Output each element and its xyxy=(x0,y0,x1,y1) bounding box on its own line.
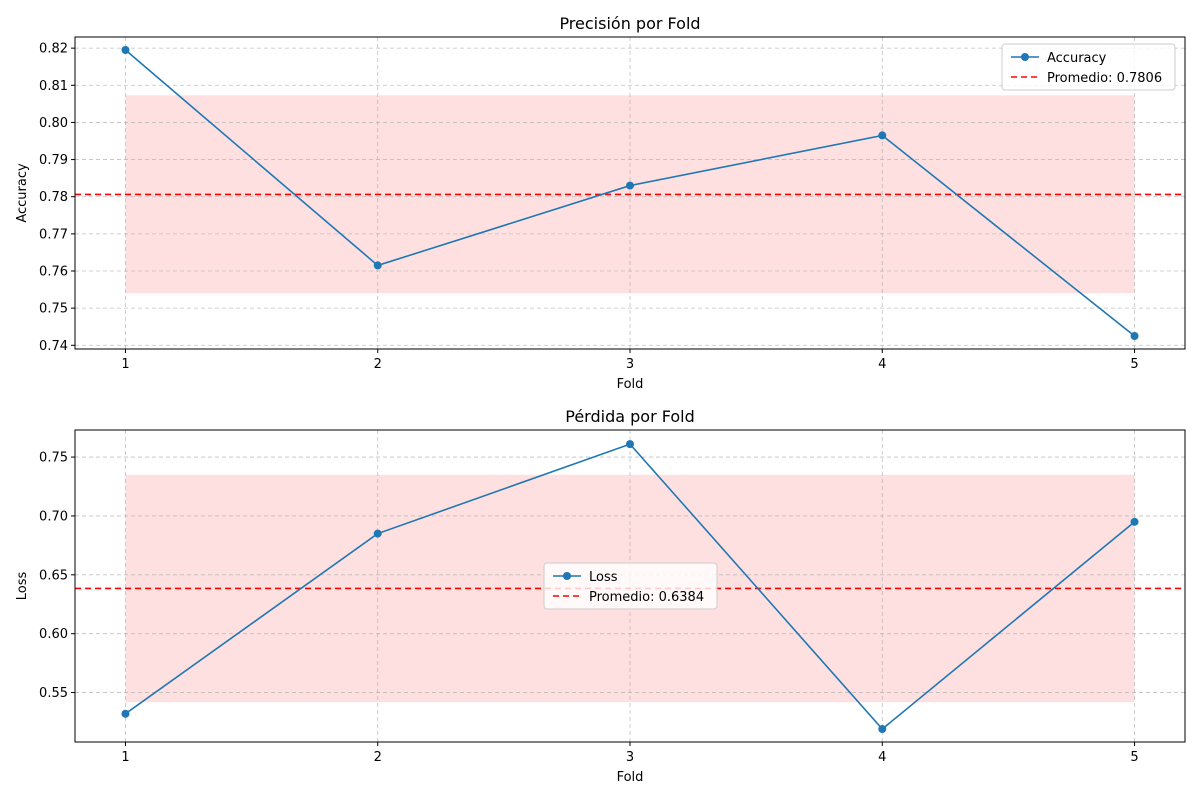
legend: Accuracy Promedio: 0.7806 xyxy=(1001,43,1176,91)
data-point xyxy=(878,131,887,140)
y-tick-label: 0.81 xyxy=(39,79,68,94)
y-tick-label: 0.78 xyxy=(39,190,68,205)
y-tick-label: 0.82 xyxy=(39,42,68,57)
data-point xyxy=(1130,332,1139,340)
legend-series-label: Accuracy xyxy=(1047,51,1107,66)
x-tick-label: 3 xyxy=(626,357,634,372)
x-axis-label: Fold xyxy=(617,770,644,785)
data-point xyxy=(121,709,130,718)
chart-title: Precisión por Fold xyxy=(559,14,700,33)
x-tick-label: 4 xyxy=(878,750,886,765)
x-axis-label: Fold xyxy=(617,377,644,392)
x-tick-label: 4 xyxy=(878,357,886,372)
y-tick-label: 0.77 xyxy=(39,227,68,242)
data-point xyxy=(373,529,382,538)
data-point xyxy=(1130,517,1139,526)
y-tick-label: 0.75 xyxy=(39,302,68,317)
chart-title: Pérdida por Fold xyxy=(565,407,695,426)
y-tick-label: 0.80 xyxy=(39,116,68,131)
legend: Loss Promedio: 0.6384 xyxy=(543,562,718,610)
loss-panel: 1 2 3 4 5 0.55 0.60 0.65 0.70 0.75 Pérdida por Fo… xyxy=(15,407,1186,785)
y-axis-label: Accuracy xyxy=(15,163,30,223)
x-tick-label: 5 xyxy=(1130,750,1138,765)
legend-box xyxy=(543,562,718,610)
legend-mean-label: Promedio: 0.7806 xyxy=(1047,71,1162,86)
data-point xyxy=(373,261,382,270)
legend-series-marker xyxy=(1021,53,1029,61)
legend-box xyxy=(1001,43,1176,91)
x-tick-label: 1 xyxy=(121,750,129,765)
y-tick-label: 0.76 xyxy=(39,265,68,280)
y-axis-label: Loss xyxy=(15,572,30,601)
y-tick-label: 0.55 xyxy=(39,686,68,701)
y-tick-label: 0.70 xyxy=(39,509,68,524)
y-tick-label: 0.65 xyxy=(39,568,68,583)
y-tick-label: 0.79 xyxy=(39,153,68,168)
x-tick-label: 3 xyxy=(626,750,634,765)
x-tick-label: 1 xyxy=(121,357,129,372)
data-point xyxy=(626,181,634,190)
legend-series-marker xyxy=(563,572,571,580)
data-point xyxy=(626,440,634,449)
x-tick-label: 2 xyxy=(374,750,382,765)
y-tick-label: 0.75 xyxy=(39,451,68,466)
data-point xyxy=(121,46,130,54)
legend-series-label: Loss xyxy=(589,570,618,585)
x-tick-label: 2 xyxy=(374,357,382,372)
data-point xyxy=(878,725,887,734)
y-tick-label: 0.60 xyxy=(39,627,68,642)
y-tick-label: 0.74 xyxy=(39,339,68,354)
x-tick-label: 5 xyxy=(1130,357,1138,372)
accuracy-panel: 1 2 3 4 5 0.74 0.75 0.76 0.77 0.78 0.79 0.80 0.81 0.8… xyxy=(15,14,1186,392)
legend-mean-label: Promedio: 0.6384 xyxy=(589,590,704,605)
